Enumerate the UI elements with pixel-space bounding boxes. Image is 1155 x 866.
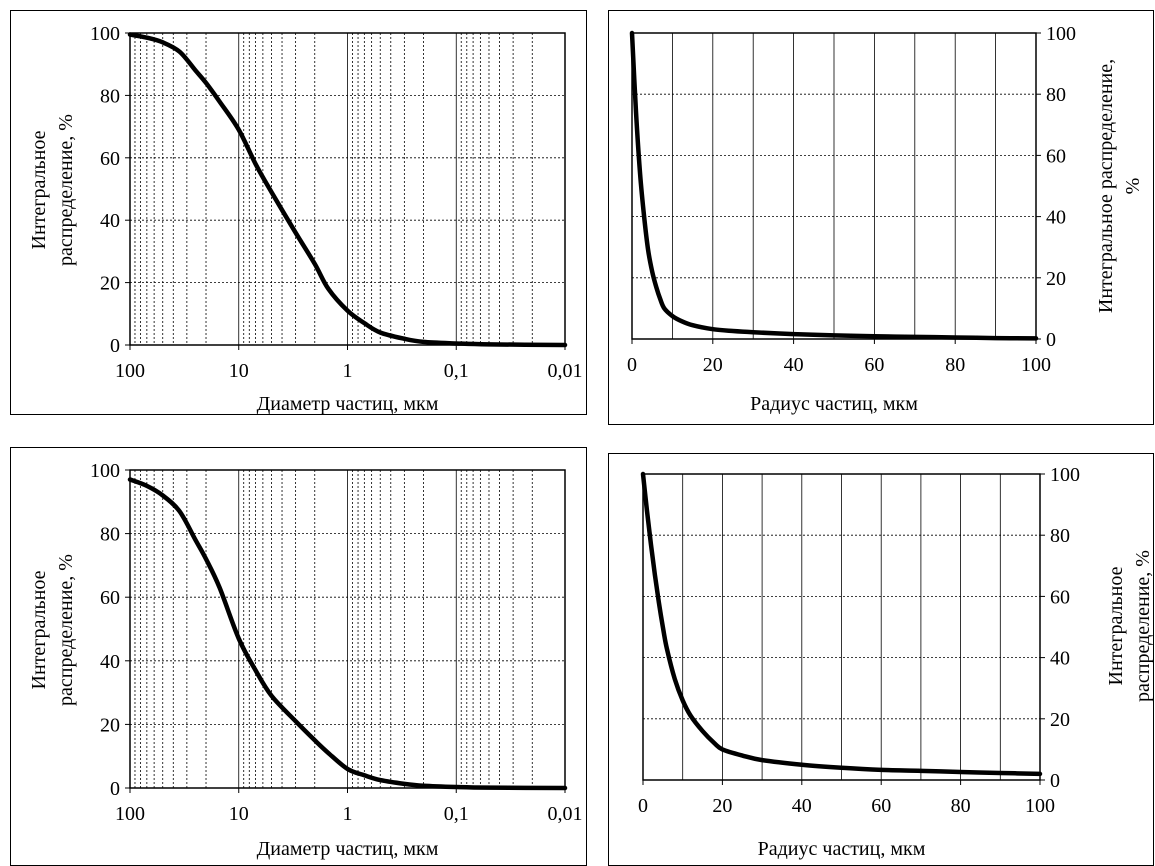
x-tick-label: 0 <box>638 795 648 817</box>
y-tick-label: 60 <box>100 148 120 170</box>
series-line-1 <box>640 471 1043 777</box>
y-axis-label: % <box>1122 178 1144 195</box>
y-tick-label: 0 <box>110 778 120 800</box>
x-axis-label: Радиус частиц, мкм <box>750 393 918 415</box>
y-tick-label: 80 <box>1050 525 1070 547</box>
x-tick-label: 80 <box>945 354 965 376</box>
y-axis-label: Интегральное <box>28 130 50 249</box>
x-tick-label: 10 <box>229 360 249 382</box>
y-tick-label: 60 <box>1046 145 1066 167</box>
y-tick-label: 60 <box>100 587 120 609</box>
chart-frame <box>608 10 1154 425</box>
y-tick-label: 80 <box>100 85 120 107</box>
y-tick-label: 0 <box>1046 329 1056 351</box>
x-tick-label: 0 <box>627 354 637 376</box>
x-tick-label: 1 <box>343 360 353 382</box>
chart-1: 0 20 40 60 80 100 100 10 1 0,1 0,01 Диаметр частиц,… <box>10 10 587 415</box>
plot-area-border <box>642 473 1041 781</box>
y-tick-label: 0 <box>110 335 120 357</box>
y-axis-label: распределение, % <box>55 114 77 266</box>
y-tick-label: 100 <box>90 23 120 45</box>
y-tick-label: 40 <box>100 651 120 673</box>
x-tick-label: 100 <box>1021 354 1051 376</box>
axis-ticks: 0 20 40 60 80 100 0 20 40 60 80 100 <box>638 464 1080 817</box>
y-tick-label: 60 <box>1050 586 1070 608</box>
grid <box>129 469 566 789</box>
axis-ticks: 0 20 40 60 80 100 0 20 40 60 80 100 <box>627 23 1076 376</box>
x-tick-label: 40 <box>792 795 812 817</box>
y-axis-label: Интегральное <box>28 570 50 689</box>
series-line-1 <box>127 477 568 791</box>
x-tick-label: 0,01 <box>548 803 583 825</box>
x-tick-label: 10 <box>229 803 249 825</box>
y-tick-label: 40 <box>1046 207 1066 229</box>
y-tick-label: 20 <box>1046 268 1066 290</box>
y-axis-label: Интегральное <box>1105 566 1127 685</box>
chart-2: 0 20 40 60 80 100 0 20 40 60 80 100 Радиус частиц, м… <box>608 10 1154 425</box>
axis-ticks: 0 20 40 60 80 100 100 10 1 0,1 0,01 <box>90 23 583 382</box>
y-tick-label: 20 <box>100 714 120 736</box>
x-tick-label: 100 <box>1025 795 1055 817</box>
y-axis-label: распределение, % <box>55 554 77 706</box>
x-tick-label: 0,01 <box>548 360 583 382</box>
y-tick-label: 40 <box>1050 648 1070 670</box>
grid <box>631 32 1037 340</box>
axis-ticks: 0 20 40 60 80 100 100 10 1 0,1 0,01 <box>90 460 583 825</box>
y-tick-label: 80 <box>100 524 120 546</box>
x-tick-label: 20 <box>703 354 723 376</box>
y-tick-label: 100 <box>90 460 120 482</box>
x-tick-label: 60 <box>864 354 884 376</box>
x-axis-label: Диаметр частиц, мкм <box>257 838 439 860</box>
x-axis-label: Диаметр частиц, мкм <box>257 393 439 415</box>
chart-frame <box>10 447 587 866</box>
grid <box>642 473 1041 781</box>
y-tick-label: 20 <box>1050 709 1070 731</box>
series-line-1 <box>629 30 1039 341</box>
x-tick-label: 0,1 <box>444 360 469 382</box>
x-tick-label: 20 <box>712 795 732 817</box>
x-axis-label: Радиус частиц, мкм <box>758 838 926 860</box>
x-tick-label: 80 <box>951 795 971 817</box>
y-tick-label: 80 <box>1046 84 1066 106</box>
y-axis-label: распределение, % <box>1132 550 1154 702</box>
x-tick-label: 100 <box>115 360 145 382</box>
y-axis-label: Интегральное распределение, <box>1095 59 1117 313</box>
plot-area-border <box>631 32 1037 340</box>
y-tick-label: 0 <box>1050 770 1060 792</box>
chart-frame <box>10 10 587 415</box>
x-tick-label: 40 <box>784 354 804 376</box>
series-line-1 <box>127 32 568 348</box>
x-tick-label: 0,1 <box>444 803 469 825</box>
chart-4: 0 20 40 60 80 100 0 20 40 60 80 100 Радиус частиц, м… <box>608 453 1154 866</box>
y-tick-label: 20 <box>100 273 120 295</box>
y-tick-label: 100 <box>1050 464 1080 486</box>
x-tick-label: 1 <box>343 803 353 825</box>
y-tick-label: 40 <box>100 210 120 232</box>
x-tick-label: 60 <box>871 795 891 817</box>
x-tick-label: 100 <box>115 803 145 825</box>
chart-3: 0 20 40 60 80 100 100 10 1 0,1 0,01 Диаметр частиц,… <box>10 447 587 866</box>
y-tick-label: 100 <box>1046 23 1076 45</box>
grid <box>129 32 566 346</box>
